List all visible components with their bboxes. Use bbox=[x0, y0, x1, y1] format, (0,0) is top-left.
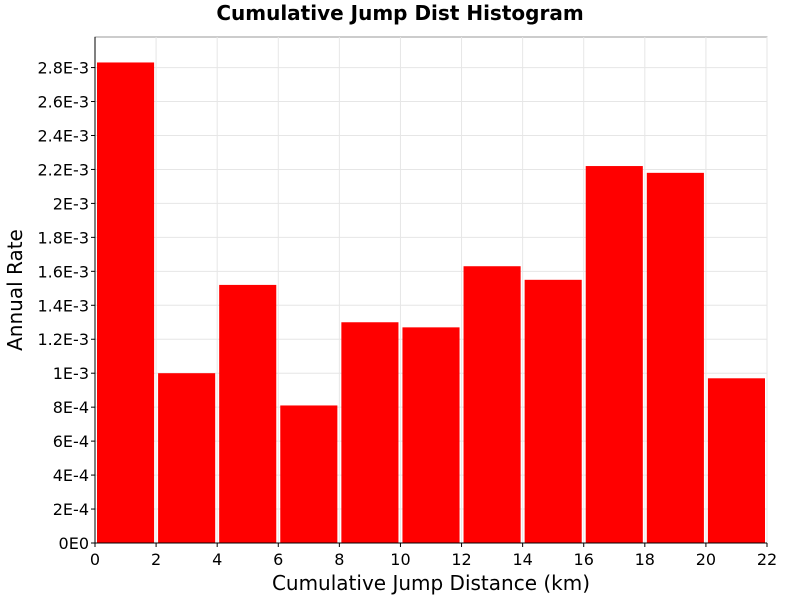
x-tick-label-2: 4 bbox=[212, 550, 222, 569]
histogram-bar-2 bbox=[219, 284, 277, 543]
x-axis-label: Cumulative Jump Distance (km) bbox=[272, 571, 590, 595]
y-tick-label-13: 2.6E-3 bbox=[37, 93, 89, 112]
histogram-bar-10 bbox=[707, 378, 765, 543]
y-tick-label-1: 2E-4 bbox=[53, 500, 89, 519]
histogram-bar-6 bbox=[463, 266, 521, 543]
x-tick-label-10: 20 bbox=[696, 550, 716, 569]
y-tick-label-12: 2.4E-3 bbox=[37, 126, 89, 145]
y-axis-label: Annual Rate bbox=[3, 229, 27, 351]
y-tick-label-2: 4E-4 bbox=[53, 466, 89, 485]
histogram-bar-1 bbox=[158, 373, 216, 543]
y-tick-label-5: 1E-3 bbox=[53, 364, 89, 383]
y-tick-label-6: 1.2E-3 bbox=[37, 330, 89, 349]
y-tick-label-11: 2.2E-3 bbox=[37, 160, 89, 179]
histogram-bar-3 bbox=[280, 405, 338, 543]
x-tick-label-6: 12 bbox=[451, 550, 471, 569]
axes: 0 2 4 6 8 10 12 14 16 18 20 22 0E0 2E-4 4E-4 6E-4 8E-4 1E… bbox=[37, 37, 777, 569]
histogram-bar-0 bbox=[97, 62, 155, 544]
y-tick-label-14: 2.8E-3 bbox=[37, 59, 89, 78]
x-tick-label-11: 22 bbox=[757, 550, 777, 569]
histogram-bar-9 bbox=[646, 172, 704, 543]
x-tick-label-9: 18 bbox=[635, 550, 655, 569]
y-tick-label-0: 0E0 bbox=[59, 534, 89, 553]
y-tick-label-10: 2E-3 bbox=[53, 194, 89, 213]
histogram-bar-4 bbox=[341, 322, 399, 543]
x-tick-label-0: 0 bbox=[90, 550, 100, 569]
x-tick-label-4: 8 bbox=[334, 550, 344, 569]
histogram-bar-8 bbox=[585, 166, 643, 543]
y-tick-label-4: 8E-4 bbox=[53, 398, 89, 417]
y-tick-label-7: 1.4E-3 bbox=[37, 296, 89, 315]
x-tick-label-5: 10 bbox=[390, 550, 410, 569]
histogram-bar-7 bbox=[524, 279, 582, 543]
y-tick-label-8: 1.6E-3 bbox=[37, 262, 89, 281]
x-tick-label-3: 6 bbox=[273, 550, 283, 569]
bars bbox=[97, 62, 765, 544]
histogram-bar-5 bbox=[402, 327, 460, 543]
x-tick-label-8: 16 bbox=[574, 550, 594, 569]
y-tick-label-9: 1.8E-3 bbox=[37, 228, 89, 247]
y-tick-label-3: 6E-4 bbox=[53, 432, 89, 451]
x-tick-label-7: 14 bbox=[512, 550, 532, 569]
chart-title: Cumulative Jump Dist Histogram bbox=[216, 1, 583, 25]
x-tick-label-1: 2 bbox=[151, 550, 161, 569]
